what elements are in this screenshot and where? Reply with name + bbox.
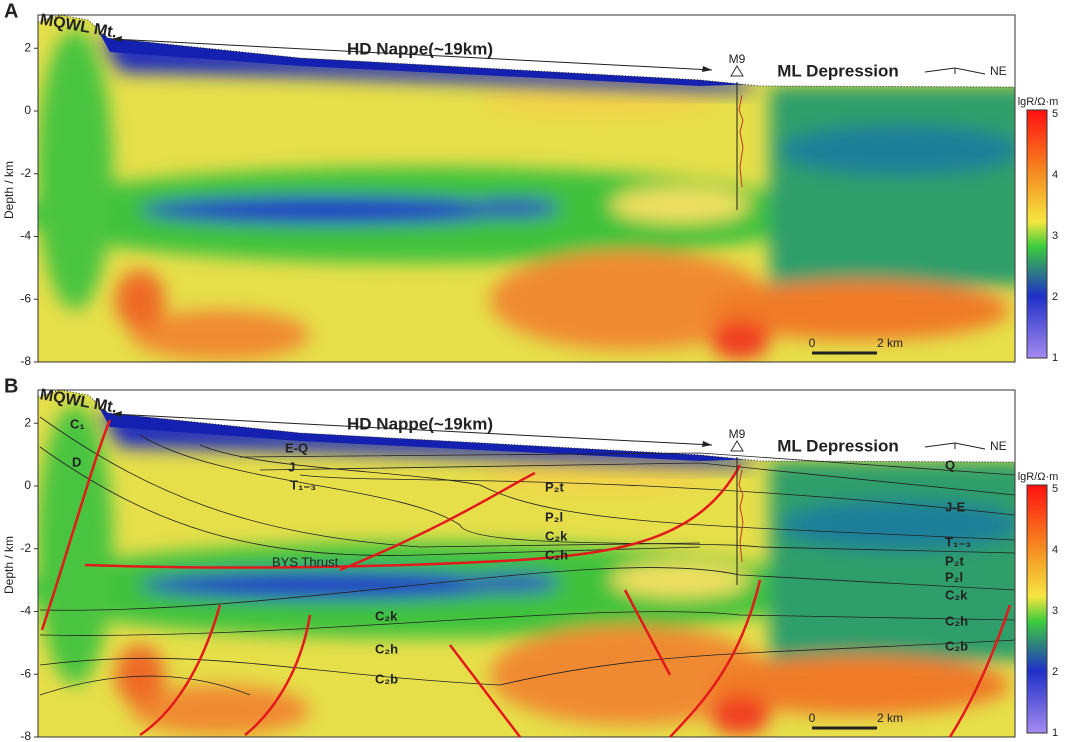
stratum-label: C₂b	[945, 638, 968, 653]
stratum-label: T₁₋₃	[290, 477, 316, 492]
colorbar-tick: 3	[1052, 230, 1058, 242]
depression-label: ML Depression	[777, 436, 899, 455]
well-label: M9	[729, 52, 746, 66]
stratum-label: C₂h	[545, 547, 568, 562]
y-axis-title: Depth / km	[2, 536, 16, 594]
y-tick-label: -8	[20, 729, 31, 742]
stratum-label: C₂k	[945, 587, 968, 602]
stratum-label: C₂h	[375, 641, 398, 656]
y-tick-label: -8	[20, 354, 31, 368]
y-tick-label: -2	[20, 166, 31, 180]
scale-end: 2 km	[877, 711, 903, 725]
colorbar-tick: 5	[1052, 483, 1058, 495]
y-tick-label: -6	[20, 291, 31, 305]
panel-label: A	[4, 0, 18, 22]
colorbar-tick: 5	[1052, 108, 1058, 120]
colorbar-title: lgR/Ω·m	[1018, 96, 1059, 108]
y-axis-title: Depth / km	[2, 161, 16, 219]
nappe-label: HD Nappe(~19km)	[347, 39, 493, 58]
stratum-label: C₂k	[375, 608, 398, 623]
y-tick-label: -6	[20, 666, 31, 680]
colorbar-tick: 1	[1052, 727, 1058, 739]
y-tick-label: -2	[20, 541, 31, 555]
y-tick-label: -4	[20, 604, 31, 618]
y-tick-label: 2	[24, 415, 31, 429]
colorbar-tick: 2	[1052, 291, 1058, 303]
direction-label: NE	[990, 64, 1007, 78]
stratum-label: E-Q	[285, 440, 308, 455]
colorbar-tick: 4	[1052, 169, 1058, 181]
depression-label: ML Depression	[777, 61, 899, 80]
scale-start: 0	[809, 336, 816, 350]
stratum-label: BYS Thrust	[272, 554, 339, 569]
scale-end: 2 km	[877, 336, 903, 350]
colorbar-title: lgR/Ω·m	[1018, 471, 1059, 483]
nappe-label: HD Nappe(~19km)	[347, 414, 493, 433]
scale-start: 0	[809, 711, 816, 725]
stratum-label: P₂t	[945, 553, 964, 568]
direction-label: NE	[990, 439, 1007, 453]
y-tick-label: 0	[24, 478, 31, 492]
colorbar-tick: 3	[1052, 605, 1058, 617]
panel-label: B	[4, 375, 18, 397]
colorbar-tick: 2	[1052, 666, 1058, 678]
stratum-label: C₂h	[945, 613, 968, 628]
stratum-label: P₂l	[945, 569, 963, 584]
well-label: M9	[729, 427, 746, 441]
stratum-label: C₂k	[545, 528, 568, 543]
stratum-label: T₁₋₃	[945, 534, 971, 549]
colorbar-tick: 1	[1052, 352, 1058, 364]
stratum-label: C₁	[70, 416, 85, 431]
colorbar-tick: 4	[1052, 544, 1058, 556]
stratum-label: P₂l	[545, 509, 563, 524]
stratum-label: J-E	[945, 499, 966, 514]
y-tick-label: 0	[24, 103, 31, 117]
y-tick-label: 2	[24, 40, 31, 54]
stratum-label: P₂t	[545, 479, 564, 494]
stratum-label: Q	[945, 457, 955, 472]
stratum-label: D	[72, 454, 81, 469]
stratum-label: C₂b	[375, 671, 398, 686]
stratum-label: J	[288, 459, 295, 474]
y-tick-label: -4	[20, 229, 31, 243]
